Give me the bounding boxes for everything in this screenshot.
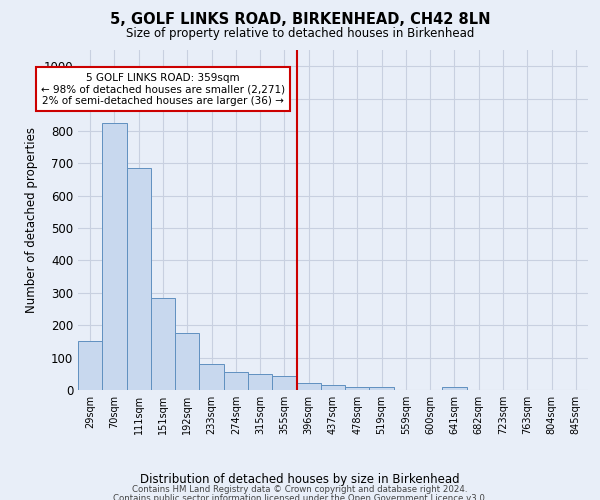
Bar [345, 387, 370, 390]
Bar [175, 334, 199, 390]
Bar [102, 123, 127, 390]
Y-axis label: Number of detached properties: Number of detached properties [25, 127, 38, 313]
Text: Distribution of detached houses by size in Birkenhead: Distribution of detached houses by size … [140, 472, 460, 486]
Bar [442, 387, 467, 390]
Text: Contains HM Land Registry data © Crown copyright and database right 2024.: Contains HM Land Registry data © Crown c… [132, 485, 468, 494]
Bar [248, 374, 272, 390]
Bar [224, 372, 248, 390]
Bar [321, 385, 345, 390]
Bar [272, 376, 296, 390]
Text: 5 GOLF LINKS ROAD: 359sqm
← 98% of detached houses are smaller (2,271)
2% of sem: 5 GOLF LINKS ROAD: 359sqm ← 98% of detac… [41, 72, 285, 106]
Text: 5, GOLF LINKS ROAD, BIRKENHEAD, CH42 8LN: 5, GOLF LINKS ROAD, BIRKENHEAD, CH42 8LN [110, 12, 490, 28]
Bar [370, 387, 394, 390]
Bar [151, 298, 175, 390]
Bar [199, 364, 224, 390]
Bar [127, 168, 151, 390]
Text: Size of property relative to detached houses in Birkenhead: Size of property relative to detached ho… [126, 28, 474, 40]
Bar [296, 383, 321, 390]
Bar [78, 342, 102, 390]
Text: Contains public sector information licensed under the Open Government Licence v3: Contains public sector information licen… [113, 494, 487, 500]
